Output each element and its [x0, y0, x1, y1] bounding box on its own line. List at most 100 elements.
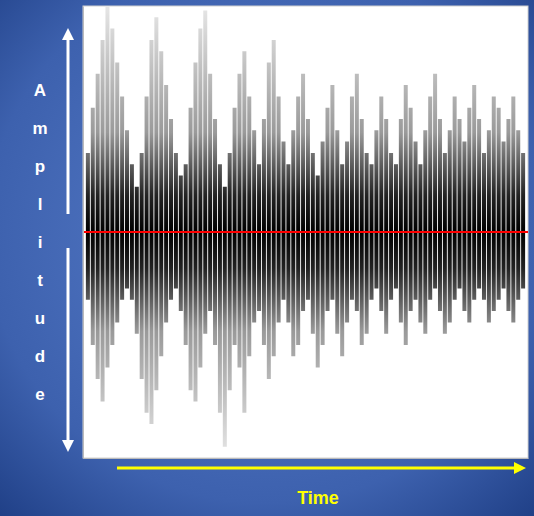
amplitude-arrow-down: [67, 248, 70, 446]
waveform-spike: [350, 96, 354, 299]
waveform-spike: [389, 153, 393, 300]
waveform-spike: [154, 17, 158, 390]
waveform-spike: [467, 108, 471, 323]
waveform-spike: [228, 153, 232, 390]
y-axis-title-letter: i: [38, 233, 43, 252]
waveform-spike: [472, 85, 476, 300]
waveform-spike: [506, 119, 510, 311]
waveform-spike: [326, 108, 330, 311]
waveform-spike: [86, 153, 90, 300]
waveform-spike: [277, 96, 281, 322]
waveform-spike: [110, 29, 114, 345]
waveform-spike: [355, 74, 359, 311]
waveform-spike: [159, 51, 163, 356]
y-axis-title-letter: p: [35, 157, 45, 176]
waveform-spike: [184, 164, 188, 345]
waveform-spike: [394, 164, 398, 288]
y-axis-title-letter: d: [35, 347, 45, 366]
waveform-spike: [316, 176, 320, 368]
waveform-spike: [135, 187, 139, 334]
waveform-spike: [218, 164, 222, 413]
y-axis-title-letter: m: [32, 119, 47, 138]
waveform-spike: [404, 85, 408, 345]
x-axis-title: Time: [297, 488, 339, 508]
waveform-spike: [301, 74, 305, 311]
waveform-spike: [443, 153, 447, 334]
y-axis-title-letter: t: [37, 271, 43, 290]
waveform-spike: [379, 96, 383, 311]
waveform-spike: [311, 153, 315, 334]
y-axis-title-letter: l: [38, 195, 43, 214]
waveform-spike: [340, 164, 344, 356]
waveform-spike: [145, 96, 149, 412]
waveform-spike: [91, 108, 95, 345]
waveform-spike: [140, 153, 144, 379]
waveform-spike: [169, 119, 173, 300]
waveform-spike: [448, 130, 452, 322]
waveform-spike: [291, 130, 295, 356]
waveform-spike: [198, 29, 202, 368]
y-axis-title: Amplitude: [32, 81, 47, 404]
waveform-spike: [120, 96, 124, 299]
waveform-spike: [286, 164, 290, 322]
waveform-spike: [179, 176, 183, 312]
y-axis-title-letter: e: [35, 385, 44, 404]
waveform-spike: [237, 74, 241, 368]
waveform-spike: [101, 40, 105, 402]
waveform-spike: [497, 108, 501, 300]
waveform-spike: [174, 153, 178, 289]
waveform-spike: [414, 142, 418, 300]
waveform-spike: [105, 6, 109, 368]
waveform-spike: [409, 108, 413, 311]
waveform-spike: [208, 74, 212, 311]
figure: Amplitude Time: [0, 0, 534, 516]
waveform-spike: [233, 108, 237, 345]
x-axis-line: [84, 458, 529, 459]
background: [0, 0, 534, 516]
waveform-spike: [189, 108, 193, 391]
x-axis: [84, 458, 529, 459]
waveform-spike: [252, 130, 256, 322]
waveform-spike: [321, 142, 325, 345]
waveform-spike: [281, 142, 285, 300]
waveform-spike: [272, 40, 276, 356]
waveform-spike: [267, 63, 271, 379]
waveform-spike: [477, 119, 481, 289]
waveform-spike: [365, 153, 369, 334]
waveform-spike: [458, 119, 462, 289]
waveform-spike: [482, 153, 486, 300]
waveform-spike: [296, 96, 300, 345]
waveform-spike: [399, 119, 403, 322]
waveform-spike: [247, 96, 251, 356]
waveform-spike: [374, 130, 378, 288]
waveform-spike: [453, 96, 457, 299]
waveform-spike: [203, 11, 207, 334]
plot-frame: [83, 6, 528, 458]
y-axis-title-letter: A: [34, 81, 46, 100]
waveform-spike: [438, 119, 442, 311]
waveform-spike: [306, 119, 310, 300]
amplitude-arrow-up: [67, 34, 70, 214]
waveform-spike: [115, 63, 119, 323]
time-arrow: [117, 467, 520, 470]
waveform-spike: [257, 164, 261, 311]
grid-line: [83, 231, 528, 233]
waveform-spike: [164, 85, 168, 322]
plot-area: [83, 6, 528, 447]
waveform-spike: [418, 164, 422, 322]
waveform-spike: [521, 153, 525, 289]
y-axis-line: [83, 7, 84, 459]
waveform-spike: [223, 187, 227, 447]
waveform-spike: [433, 74, 437, 289]
waveform-spike: [96, 74, 100, 379]
waveform-spike: [487, 130, 491, 322]
waveform-spike: [428, 96, 432, 299]
waveform-spike: [502, 142, 506, 289]
waveform-spike: [125, 130, 129, 288]
waveform-spike: [516, 130, 520, 299]
y-axis: [83, 7, 85, 459]
waveform-spike: [330, 85, 334, 300]
waveform-spike: [384, 119, 388, 334]
waveform-spike: [462, 142, 466, 312]
waveform-spike: [492, 96, 496, 311]
